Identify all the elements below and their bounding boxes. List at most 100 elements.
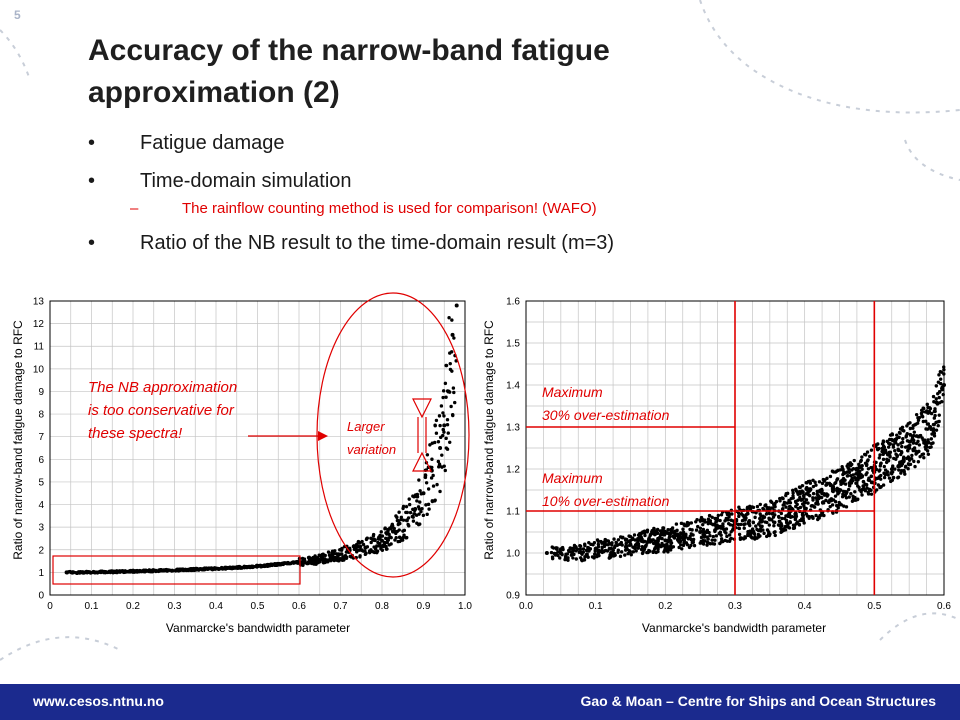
footer-website-link[interactable]: www.cesos.ntnu.no (33, 693, 164, 709)
data-point (765, 528, 770, 532)
data-point (652, 526, 656, 531)
title-line-2: approximation (2) (88, 76, 340, 109)
bullet-dot-icon: • (88, 132, 96, 154)
data-point (412, 512, 417, 516)
data-point (585, 552, 589, 556)
data-point (435, 482, 439, 487)
data-point (313, 557, 318, 562)
data-point (894, 438, 898, 442)
data-point (770, 500, 774, 504)
data-point (445, 418, 450, 422)
data-point (895, 433, 899, 437)
data-point (404, 536, 408, 540)
data-point (558, 556, 562, 560)
data-point (763, 520, 767, 524)
data-point (851, 473, 855, 477)
data-point (451, 413, 455, 418)
data-point (628, 542, 633, 547)
data-point (888, 453, 892, 458)
data-point (855, 484, 860, 488)
data-point (691, 537, 696, 542)
data-point (896, 475, 901, 479)
data-point (922, 438, 927, 442)
data-point (851, 497, 855, 501)
data-point (929, 411, 934, 416)
data-point (802, 494, 806, 499)
data-point (684, 524, 689, 528)
data-point (631, 550, 635, 554)
data-point (446, 389, 451, 394)
data-point (686, 537, 691, 541)
chart2-x-axis-label: Vanmarcke's bandwidth parameter (642, 621, 826, 635)
data-point (433, 423, 437, 427)
data-point (860, 464, 864, 468)
data-point (811, 496, 815, 500)
data-point (879, 485, 883, 489)
data-point (440, 453, 444, 457)
data-point (589, 542, 593, 547)
data-point (679, 543, 683, 547)
data-point (636, 536, 640, 541)
data-point (767, 506, 772, 510)
x-tick-label: 0.4 (798, 601, 812, 612)
data-point (339, 548, 344, 552)
data-point (251, 564, 255, 569)
footer-credit: Gao & Moan – Centre for Ships and Ocean … (580, 693, 936, 709)
data-point (926, 422, 931, 426)
dash-icon: – (130, 200, 139, 217)
data-point (862, 452, 867, 457)
data-point (81, 570, 86, 575)
data-point (891, 443, 896, 447)
data-point (887, 450, 892, 455)
data-point (864, 463, 869, 468)
data-point (907, 446, 912, 450)
max30-line-2: 30% over-estimation (542, 407, 670, 423)
data-point (632, 533, 637, 537)
plot-frame (49, 300, 466, 596)
data-point (816, 496, 821, 501)
data-point (860, 467, 864, 471)
data-point (660, 541, 664, 546)
data-point (318, 560, 322, 564)
data-point (737, 526, 742, 531)
data-point (438, 423, 442, 428)
data-point (821, 501, 825, 505)
data-point (430, 457, 434, 461)
data-point (230, 565, 235, 570)
data-point (779, 511, 784, 516)
data-point (894, 452, 898, 456)
data-point (612, 537, 616, 541)
data-point (361, 542, 366, 547)
data-point (643, 544, 648, 548)
data-point (444, 446, 448, 450)
data-point (574, 557, 578, 561)
data-point (839, 481, 843, 485)
data-point (857, 462, 861, 466)
data-point (936, 423, 940, 428)
data-point (783, 528, 788, 532)
y-tick-label: 2 (38, 545, 44, 556)
data-point (913, 464, 917, 469)
data-point (270, 563, 275, 567)
data-point (706, 537, 710, 541)
data-point (351, 544, 356, 549)
bullet-dot-icon: • (88, 232, 96, 254)
data-point (861, 484, 865, 488)
data-point (934, 420, 938, 425)
data-point (926, 452, 931, 456)
data-point (636, 542, 641, 546)
data-point (752, 532, 757, 536)
data-point (726, 521, 731, 526)
data-point (437, 462, 442, 466)
data-point (738, 536, 743, 540)
data-point (768, 532, 772, 536)
data-point (754, 524, 758, 528)
data-point (764, 512, 769, 516)
data-point (365, 536, 369, 541)
data-point (847, 484, 852, 488)
data-point (688, 527, 692, 532)
data-point (937, 413, 941, 417)
data-point (178, 568, 182, 573)
data-point (236, 565, 240, 569)
data-point (558, 551, 563, 555)
